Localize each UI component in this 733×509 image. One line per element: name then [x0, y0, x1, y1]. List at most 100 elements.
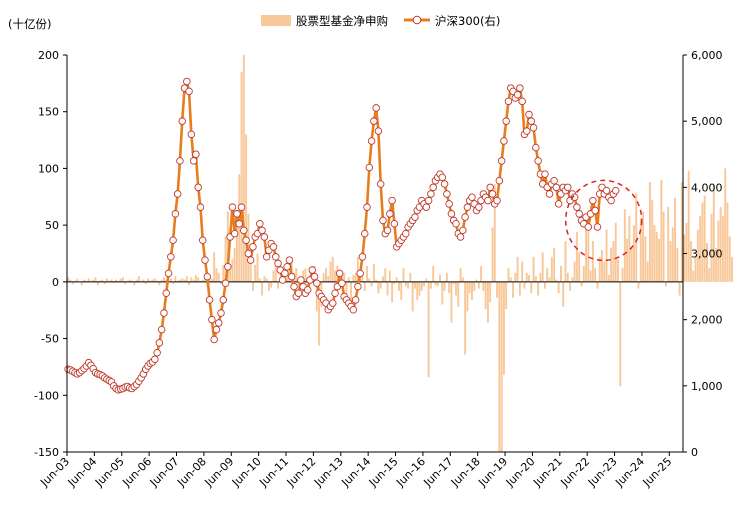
bar	[471, 281, 473, 301]
bar	[251, 281, 254, 291]
bar	[443, 281, 446, 291]
bar	[591, 241, 594, 282]
bar	[213, 252, 216, 282]
line-point	[260, 233, 269, 241]
bar	[352, 275, 355, 282]
bar	[172, 281, 175, 285]
bar	[537, 281, 540, 296]
bar	[240, 72, 243, 282]
x-tick-label: Jun-03	[37, 455, 72, 490]
bar	[475, 279, 478, 282]
bar	[555, 279, 558, 282]
line-point	[591, 206, 599, 215]
bar	[461, 277, 464, 282]
line-point	[262, 253, 271, 261]
bar	[324, 268, 327, 282]
bar	[103, 281, 106, 285]
line-point	[278, 276, 287, 284]
line-point	[308, 266, 317, 274]
bar	[108, 280, 111, 282]
line-point	[475, 203, 483, 211]
bar	[605, 229, 608, 282]
bar	[518, 281, 521, 296]
bar	[436, 281, 439, 287]
bar	[528, 275, 530, 282]
bar	[76, 278, 79, 282]
x-tick-label: Jun-11	[256, 455, 291, 490]
bar	[719, 206, 722, 282]
line-point	[310, 272, 319, 281]
bar	[619, 281, 622, 387]
bar	[215, 268, 218, 282]
line-point	[504, 97, 513, 106]
bar	[571, 277, 574, 282]
bar	[238, 174, 241, 282]
bar	[147, 278, 149, 282]
bar	[452, 281, 455, 285]
line-point	[370, 117, 378, 125]
bar	[71, 281, 74, 285]
bar	[664, 281, 667, 287]
bar	[607, 275, 610, 282]
bar	[717, 220, 720, 282]
right-axis-ticks: 6,000 5,000 4,000 3,000 2,000 1,000 0	[683, 49, 723, 459]
bar	[683, 234, 686, 282]
bar	[231, 259, 234, 282]
bar	[121, 277, 124, 282]
bar	[124, 281, 127, 285]
bar	[128, 279, 131, 282]
line-point	[208, 315, 216, 324]
line-point	[287, 272, 296, 281]
right-tick-label: 4,000	[691, 181, 723, 194]
bar	[626, 238, 629, 282]
line-point	[438, 173, 447, 182]
bar	[149, 280, 152, 282]
bar	[448, 281, 451, 294]
bar	[621, 268, 624, 282]
bar	[183, 279, 186, 282]
bar	[612, 241, 615, 282]
bar	[706, 243, 708, 282]
line-point	[272, 253, 280, 261]
bar	[112, 281, 115, 283]
bar	[628, 216, 631, 282]
line-point	[461, 213, 469, 221]
bar	[687, 170, 690, 282]
bar	[345, 281, 348, 296]
line-point	[178, 117, 186, 125]
line-point	[379, 216, 387, 225]
line-point	[532, 143, 540, 152]
bar	[703, 195, 706, 282]
bar	[690, 241, 692, 282]
bar	[178, 279, 181, 282]
bar	[464, 281, 467, 355]
bar	[639, 218, 642, 282]
line-point	[151, 355, 159, 364]
x-axis-ticks: Jun-03Jun-04Jun-05Jun-06Jun-07Jun-08Jun-…	[37, 452, 674, 490]
x-tick-label: Jun-08	[174, 455, 209, 490]
bar	[142, 279, 145, 282]
x-tick-label: Jun-05	[92, 455, 127, 490]
line-point	[363, 203, 371, 211]
bar	[304, 268, 307, 282]
bar	[101, 279, 104, 282]
bar	[425, 278, 428, 282]
x-tick-label: Jun-18	[448, 455, 483, 490]
bar	[267, 281, 270, 291]
right-tick-label: 6,000	[691, 49, 723, 62]
left-tick-label: -100	[34, 389, 59, 402]
line-point	[258, 226, 266, 235]
axes: 200 150 100 50 0 -50 -100 -150 6,000 5,000 4,000 3…	[34, 49, 722, 490]
bar	[710, 213, 713, 282]
line-point	[157, 325, 166, 334]
bar	[126, 280, 129, 282]
line-point	[205, 296, 214, 304]
left-tick-label: 0	[52, 276, 59, 289]
right-tick-label: 0	[691, 446, 698, 459]
line-point	[427, 190, 435, 198]
x-tick-label: Jun-16	[393, 455, 428, 490]
bar	[423, 281, 426, 287]
bar	[135, 279, 138, 282]
bar	[521, 261, 524, 282]
left-tick-label: 150	[38, 106, 59, 119]
